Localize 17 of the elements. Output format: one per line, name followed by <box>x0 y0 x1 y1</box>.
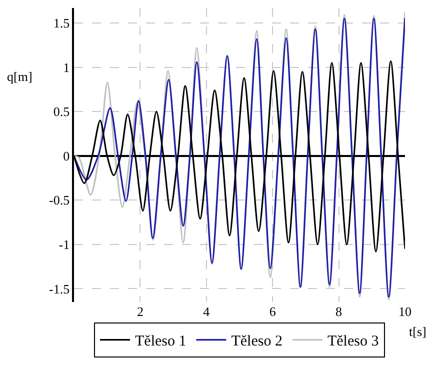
y-tick-label: 1.5 <box>53 16 70 31</box>
y-tick-label: -0.5 <box>49 192 70 208</box>
x-tick-label: 10 <box>398 304 412 319</box>
y-tick-label: 0.5 <box>53 104 70 120</box>
legend-label: Těleso 2 <box>231 334 282 350</box>
legend-label: Těleso 1 <box>135 334 186 350</box>
x-tick-label: 8 <box>336 304 342 319</box>
y-tick-label: 1 <box>63 60 70 75</box>
y-tick-label: -1.5 <box>49 281 70 296</box>
y-tick-label: 0 <box>63 148 70 164</box>
y-axis-title: q[m] <box>7 69 32 84</box>
y-tick-label: -1 <box>58 236 70 252</box>
x-tick-label: 4 <box>203 304 210 319</box>
x-tick-label: 2 <box>136 304 144 319</box>
legend-label: Těleso 3 <box>327 334 379 350</box>
x-tick-label: 6 <box>269 304 276 319</box>
x-axis-title: t[s] <box>409 324 426 339</box>
